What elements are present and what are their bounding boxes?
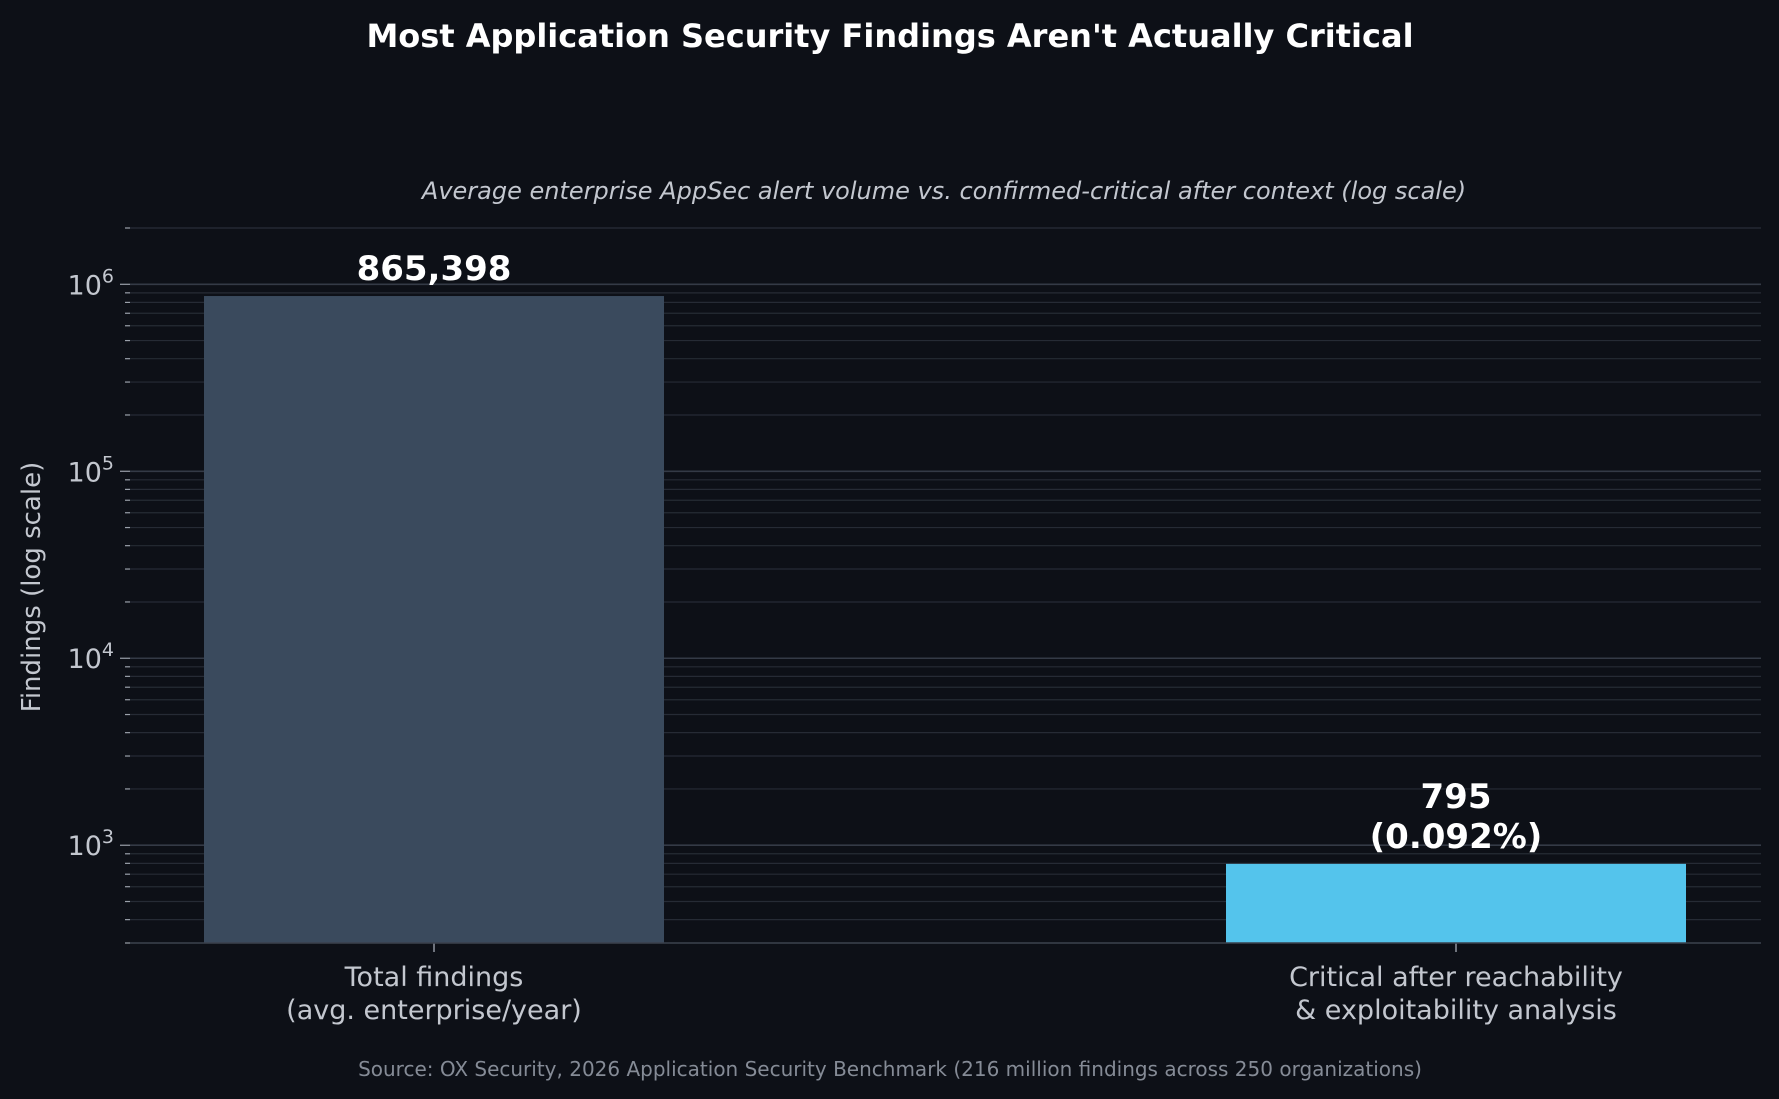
data-label: 795: [1421, 777, 1492, 817]
y-tick-label: 103: [68, 826, 114, 862]
data-label: (0.092%): [1370, 817, 1543, 857]
bar: [204, 296, 664, 943]
y-tick-label: 105: [68, 452, 114, 488]
y-tick-label: 106: [68, 265, 114, 301]
bars: [204, 296, 1686, 943]
axes: 103 104 105 106 Total findings(avg. enterpri…: [68, 227, 1761, 1026]
x-tick-label: Total findings: [344, 962, 524, 993]
source-note: Source: OX Security, 2026 Application Se…: [358, 1057, 1422, 1081]
x-tick-label: & exploitability analysis: [1295, 995, 1617, 1026]
y-tick-label: 104: [68, 639, 114, 675]
x-tick-label: Critical after reachability: [1289, 962, 1623, 993]
chart-subtitle: Average enterprise AppSec alert volume v…: [420, 177, 1466, 205]
data-label: 865,398: [357, 249, 512, 289]
data-labels: 865,398 795(0.092%): [357, 249, 1543, 857]
y-axis-label: Findings (log scale): [17, 462, 47, 712]
x-tick-label: (avg. enterprise/year): [286, 995, 582, 1026]
bar: [1226, 863, 1686, 943]
chart-title: Most Application Security Findings Aren'…: [366, 17, 1413, 55]
